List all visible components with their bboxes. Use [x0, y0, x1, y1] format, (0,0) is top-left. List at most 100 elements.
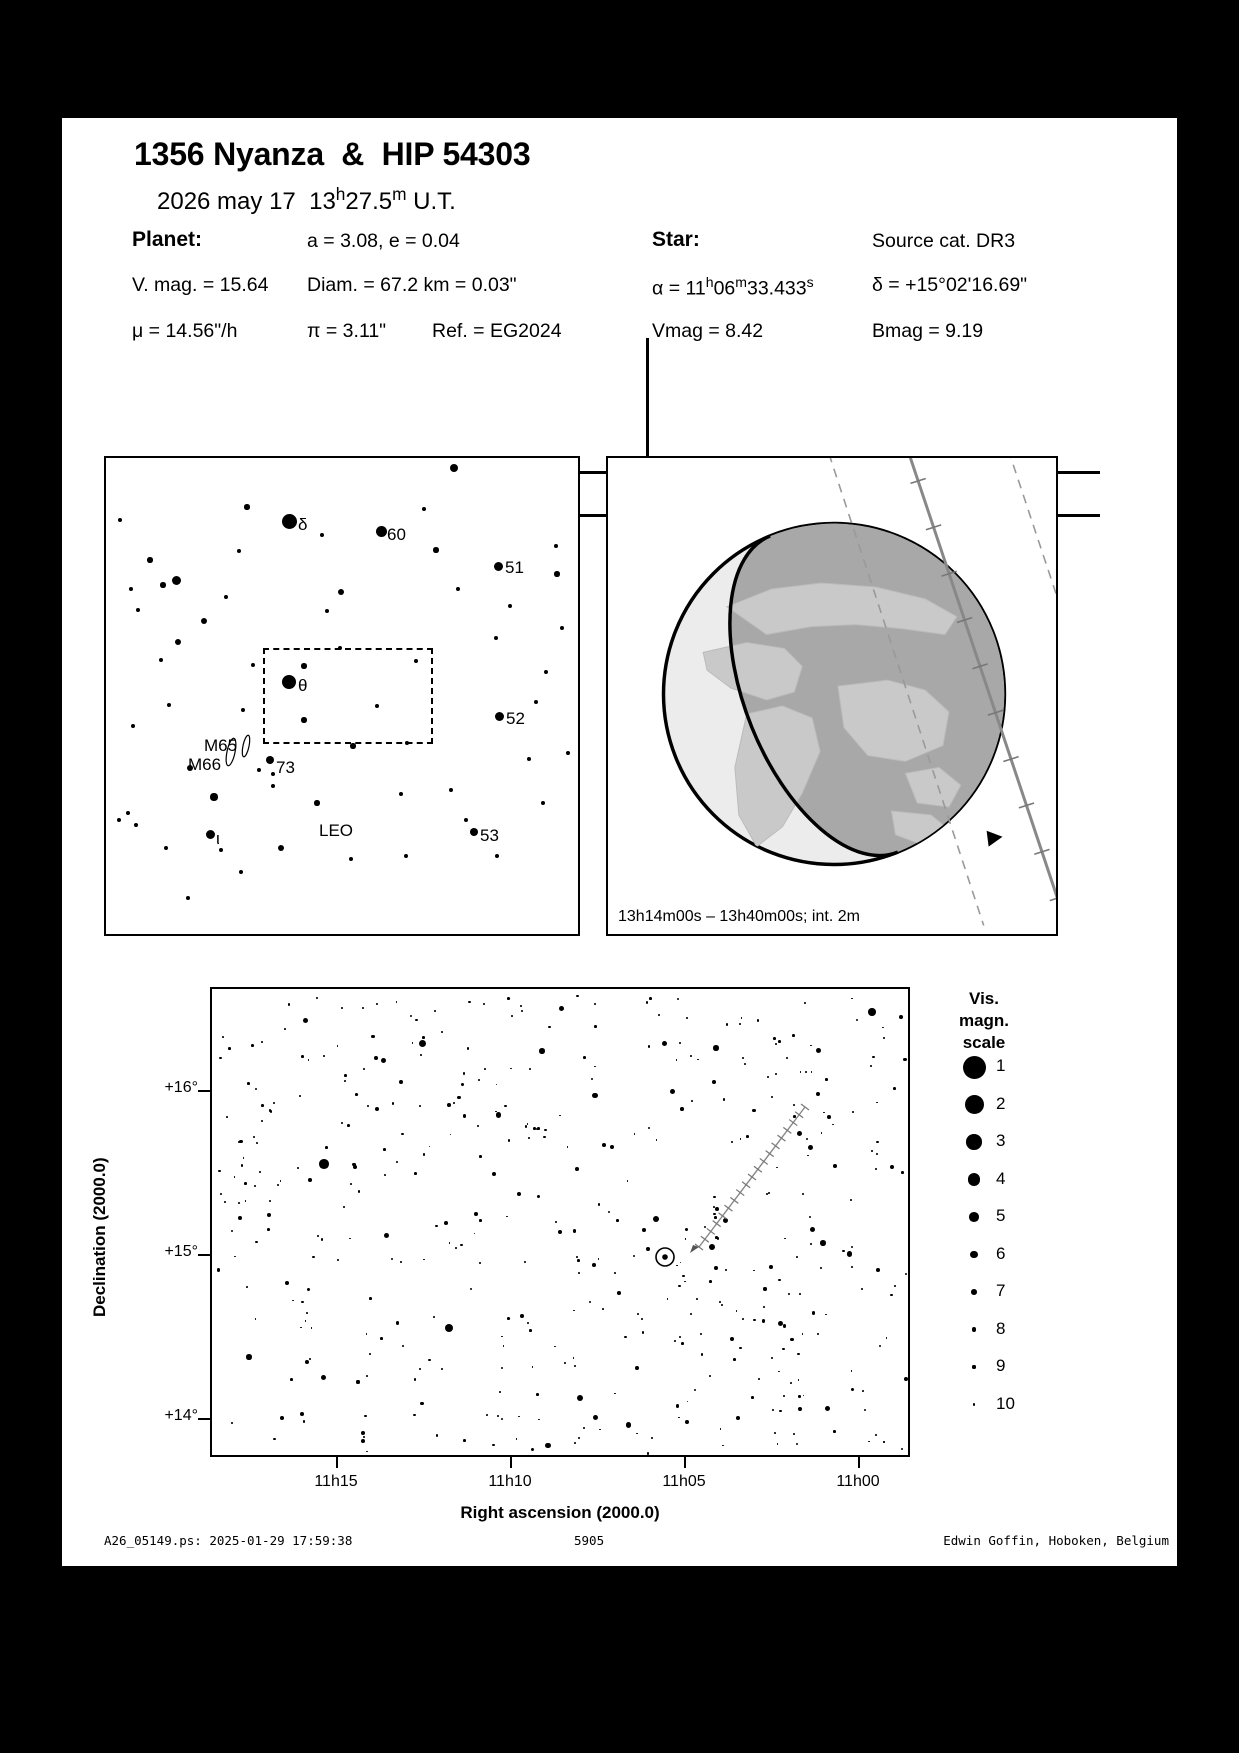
x-axis-title: Right ascension (2000.0) — [460, 1503, 660, 1522]
chart-star-faint — [573, 1364, 576, 1367]
chart-star-faint — [495, 1083, 498, 1086]
chart-star-faint — [543, 1135, 546, 1139]
chart-star-faint — [597, 1202, 601, 1206]
chart-star-faint — [676, 1264, 679, 1267]
chart-star-faint — [824, 1405, 831, 1412]
planet-diameter: Diam. = 67.2 km = 0.03" — [307, 274, 517, 296]
chart-star-faint — [890, 1293, 893, 1297]
chart-star-faint — [599, 1428, 601, 1431]
legend-magnitude-dot — [972, 1403, 976, 1406]
chart-star-faint — [851, 1265, 854, 1268]
chart-star-faint — [722, 1444, 725, 1447]
chart-star-faint — [601, 1143, 606, 1148]
sky-star — [250, 662, 256, 668]
field-of-view-box — [263, 648, 433, 744]
star-heading: Star: — [652, 228, 700, 251]
sky-star — [244, 504, 250, 510]
chart-star-faint — [536, 1393, 539, 1396]
chart-star-faint — [380, 1337, 383, 1340]
chart-star-faint — [440, 1367, 443, 1370]
chart-star-faint — [220, 1193, 222, 1196]
chart-star-faint — [284, 1027, 287, 1030]
chart-star-faint — [626, 1179, 629, 1182]
chart-star-faint — [782, 1347, 785, 1351]
footer-number: 5905 — [574, 1533, 605, 1548]
named-sky-star — [265, 755, 275, 765]
legend-magnitude-dot — [966, 1134, 982, 1150]
chart-star-faint — [735, 1309, 738, 1312]
sky-star — [527, 757, 531, 761]
chart-star-faint — [239, 1139, 244, 1144]
chart-star-bright — [557, 1229, 563, 1235]
detail-star-chart: +16° +15° +14° 11h15 11h10 11h05 11h00 Right as… — [62, 963, 1177, 1523]
chart-star-faint — [529, 1328, 532, 1332]
chart-star-faint — [237, 1140, 240, 1143]
chart-star-faint — [243, 1182, 247, 1185]
chart-star-faint — [735, 1415, 740, 1420]
chart-star-faint — [820, 1132, 823, 1135]
chart-star-faint — [383, 1148, 387, 1151]
chart-star-faint — [456, 1095, 461, 1100]
sky-star — [463, 817, 469, 823]
chart-star-faint — [308, 1177, 313, 1182]
sky-star — [301, 717, 307, 723]
chart-star-faint — [804, 1071, 807, 1073]
y-axis-title: Declination (2000.0) — [90, 1157, 109, 1317]
chart-star-faint — [254, 1087, 258, 1091]
chart-star-faint — [269, 1110, 273, 1114]
chart-star-faint — [882, 1441, 885, 1444]
chart-star-faint — [661, 1040, 668, 1046]
chart-star-bright — [820, 1240, 826, 1246]
y-axis-tick-label: +15° — [164, 1243, 198, 1260]
chart-star-faint — [462, 1071, 466, 1075]
sky-star — [117, 517, 123, 523]
chart-star-faint — [648, 997, 652, 1000]
chart-star-faint — [462, 1114, 467, 1118]
chart-star-faint — [287, 1003, 291, 1006]
chart-star-faint — [322, 1055, 325, 1058]
chart-star-bright — [709, 1244, 715, 1250]
chart-star-bright — [319, 1159, 329, 1169]
named-sky-star — [375, 525, 387, 537]
sky-star — [135, 607, 141, 613]
chart-star-faint — [301, 1300, 304, 1304]
sky-star — [134, 823, 138, 827]
chart-star-faint — [383, 1232, 389, 1239]
chart-star-faint — [574, 1166, 579, 1171]
sky-star — [534, 700, 538, 704]
chart-star-faint — [874, 1168, 877, 1170]
chart-star-faint — [528, 1067, 531, 1070]
chart-star-faint — [696, 1298, 699, 1300]
chart-star-bright — [827, 1115, 831, 1119]
chart-star-faint — [807, 1154, 809, 1157]
chart-star-faint — [602, 1308, 604, 1311]
chart-star-bright — [576, 1394, 584, 1402]
sky-star — [239, 870, 243, 874]
chart-star-faint — [640, 1318, 643, 1320]
chart-star-faint — [572, 1356, 575, 1359]
chart-star-faint — [876, 1140, 879, 1144]
chart-star-faint — [860, 1288, 863, 1291]
sky-star — [301, 663, 307, 669]
chart-star-faint — [300, 1412, 305, 1417]
chart-star-faint — [850, 1245, 854, 1249]
chart-star-faint — [454, 1246, 457, 1249]
chart-star-faint — [231, 1421, 234, 1424]
chart-star-faint — [875, 1153, 878, 1156]
chart-star-faint — [788, 1293, 791, 1296]
chart-star-bright — [539, 1048, 545, 1054]
sky-star — [559, 625, 565, 631]
chart-star-faint — [832, 1123, 834, 1126]
chart-star-faint — [277, 1184, 280, 1186]
chart-star-faint — [709, 1375, 712, 1378]
named-sky-star — [470, 828, 478, 836]
legend-magnitude-dot — [972, 1365, 976, 1369]
footer-author: Edwin Goffin, Hoboken, Belgium — [943, 1533, 1169, 1548]
chart-star-faint — [753, 1318, 756, 1322]
chart-star-faint — [810, 1044, 813, 1047]
chart-star-faint — [691, 1100, 693, 1103]
chart-star-faint — [678, 1284, 681, 1288]
chart-star-faint — [468, 1000, 471, 1004]
chart-star-faint — [746, 1135, 749, 1138]
chart-star-faint — [254, 1318, 257, 1320]
